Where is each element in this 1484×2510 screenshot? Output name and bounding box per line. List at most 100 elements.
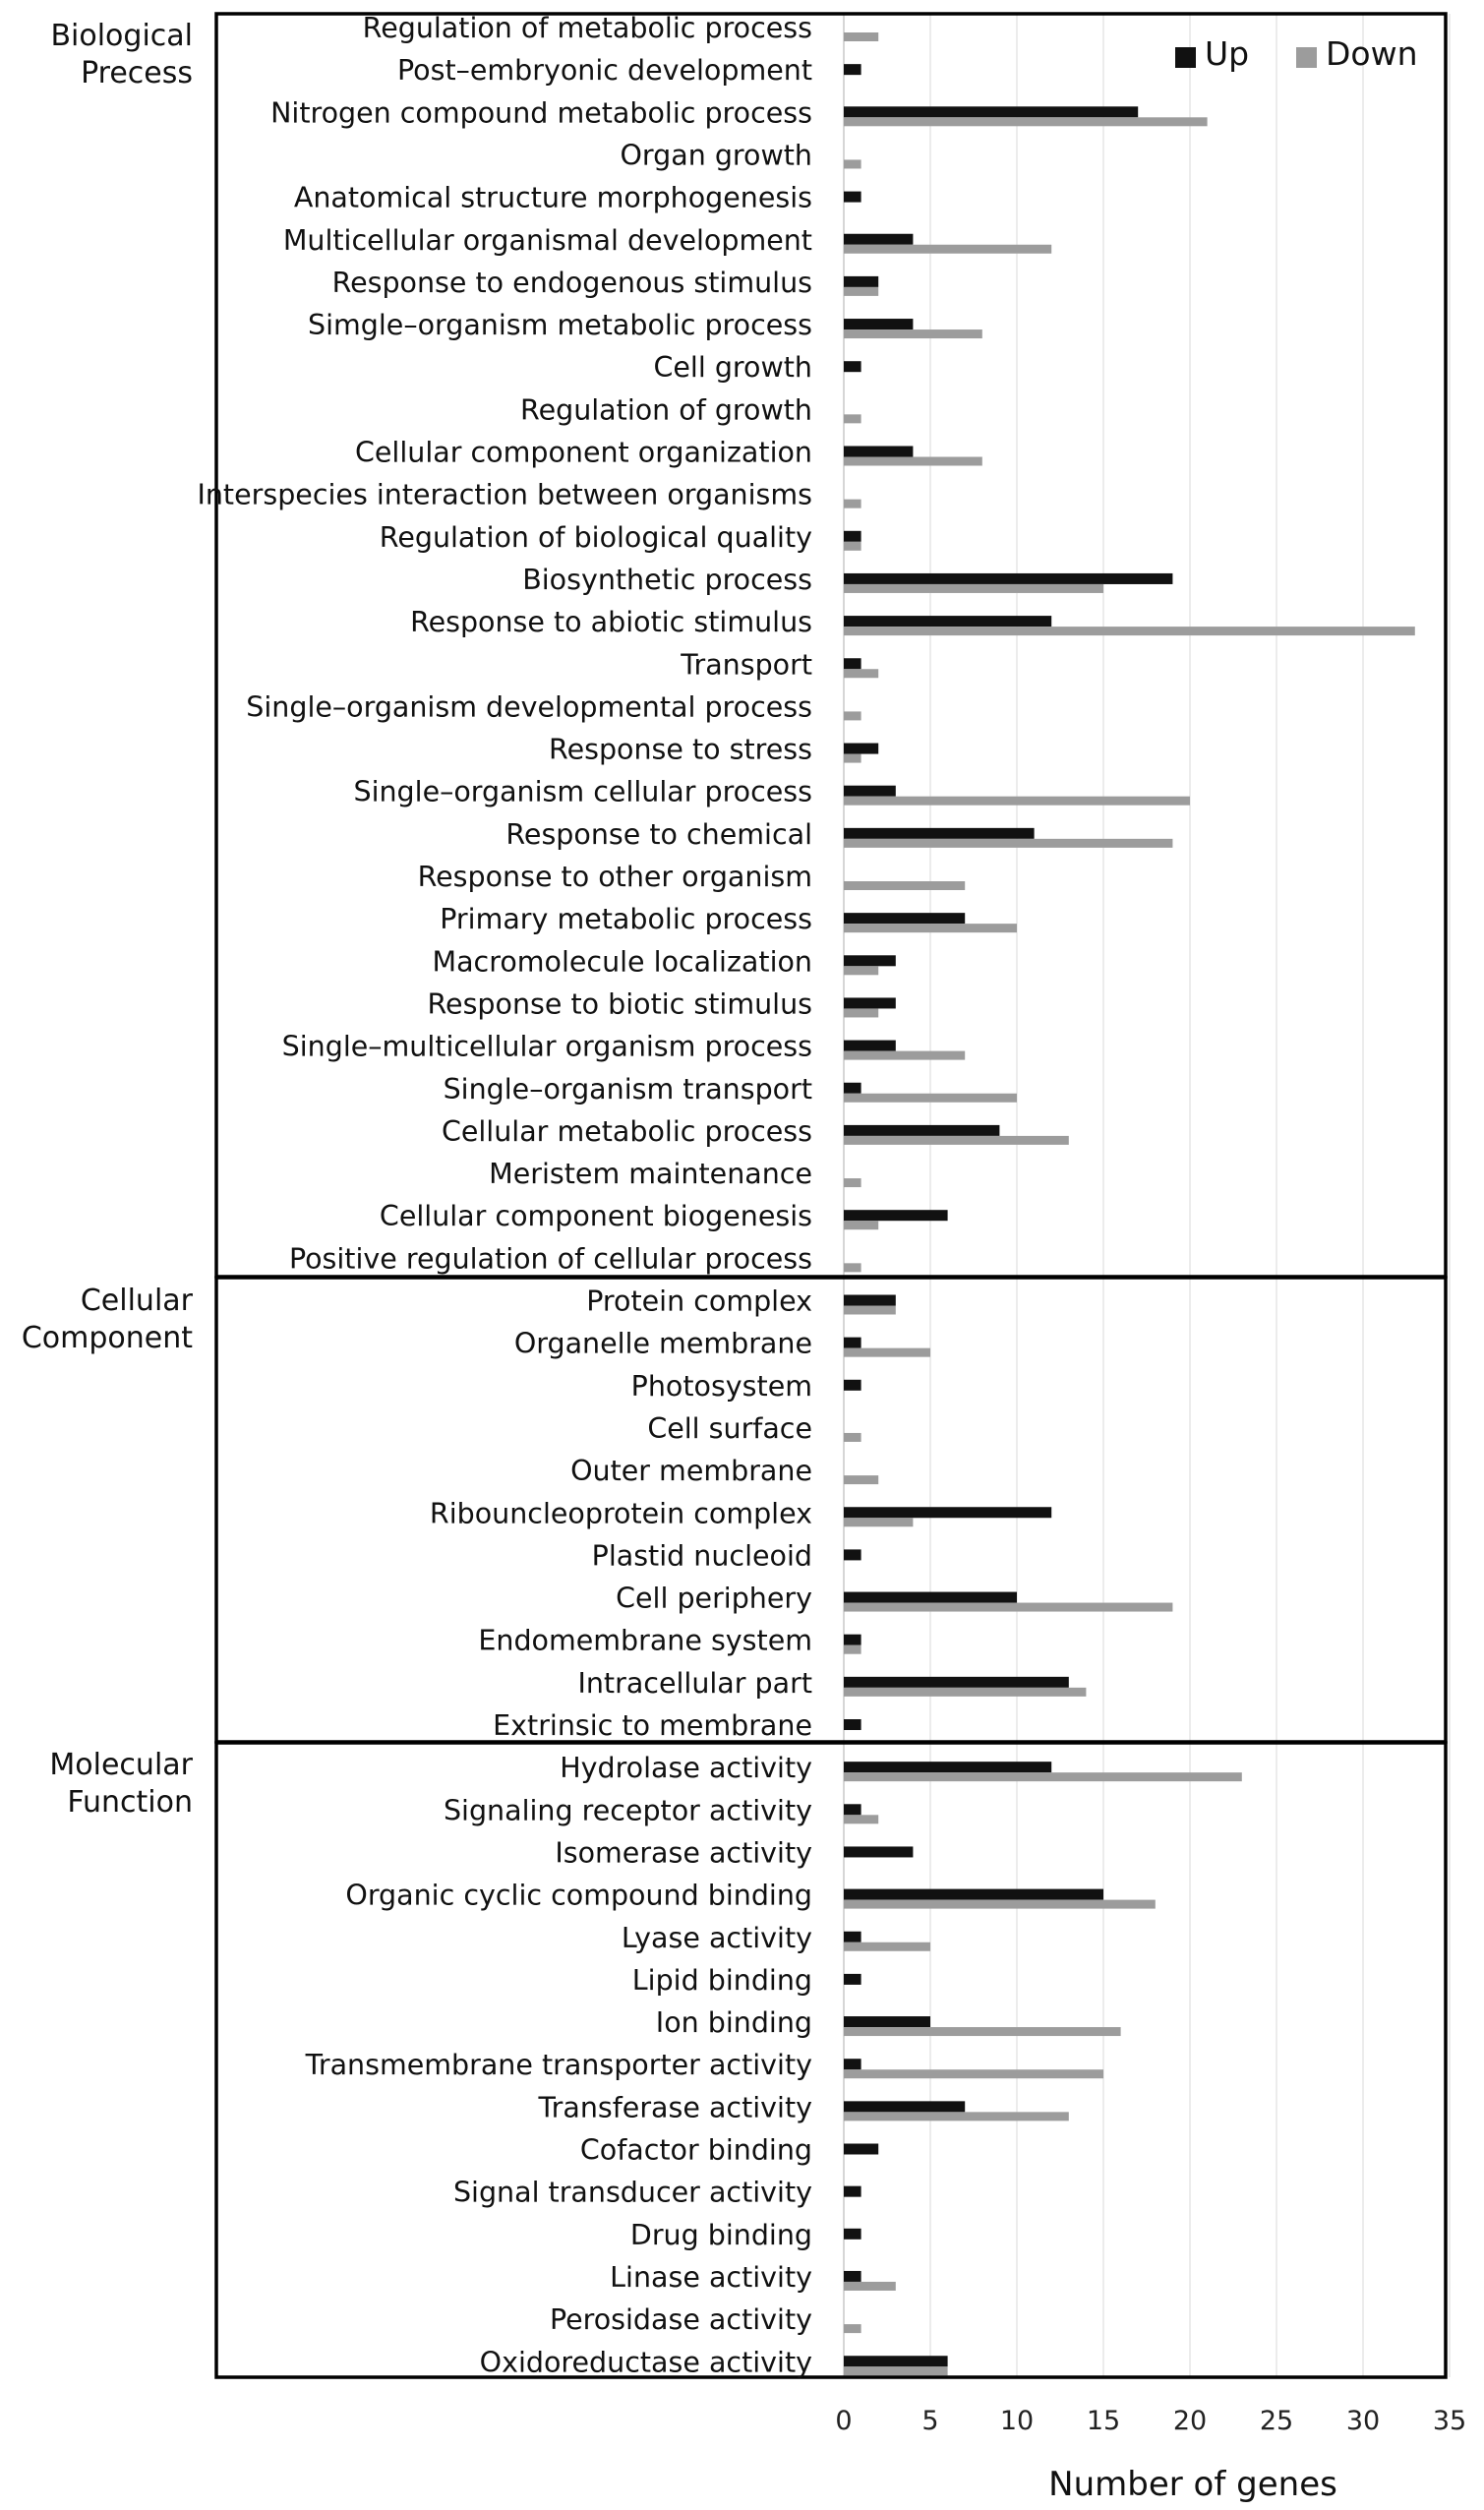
legend-swatch-up bbox=[1175, 47, 1196, 68]
bar-down bbox=[844, 244, 1052, 254]
bar-down bbox=[844, 1008, 879, 1018]
category-label: Organelle membrane bbox=[514, 1328, 812, 1360]
bar-down bbox=[844, 414, 861, 424]
category-label: Interspecies interaction between organis… bbox=[197, 479, 812, 511]
x-tick-label: 30 bbox=[1346, 2406, 1380, 2436]
category-label: Oxidoreductase activity bbox=[480, 2346, 812, 2378]
frames-layer bbox=[214, 12, 1448, 2379]
bar-down bbox=[844, 753, 861, 763]
x-axis-title: Number of genes bbox=[1048, 2465, 1337, 2504]
bar-up bbox=[844, 827, 1035, 839]
category-label: Outer membrane bbox=[570, 1455, 812, 1487]
category-label: Cell periphery bbox=[616, 1583, 812, 1615]
category-label: Signal transducer activity bbox=[453, 2177, 812, 2209]
category-label: Cellular metabolic process bbox=[442, 1115, 812, 1148]
category-label: Meristem maintenance bbox=[489, 1158, 812, 1190]
bar-up bbox=[844, 955, 896, 967]
bar-down bbox=[844, 2027, 1121, 2037]
bar-up bbox=[844, 1804, 861, 1816]
labels-layer: Regulation of metabolic process Post–embr… bbox=[22, 12, 812, 2378]
x-tick-label: 35 bbox=[1433, 2406, 1466, 2436]
bar-up bbox=[844, 1210, 948, 1222]
category-label: Photosystem bbox=[631, 1370, 812, 1403]
bar-down bbox=[844, 1050, 966, 1060]
bar-up bbox=[844, 997, 896, 1009]
legend-label-down: Down bbox=[1326, 34, 1418, 73]
bar-up bbox=[844, 572, 1173, 584]
category-label: Post–embryonic development bbox=[397, 54, 812, 87]
x-axis: 0 5 10 15 20 25 30 35 Number of genes bbox=[835, 2406, 1466, 2504]
bar-down bbox=[844, 1178, 861, 1188]
x-tick-label: 5 bbox=[921, 2406, 938, 2436]
bar-up bbox=[844, 913, 966, 925]
bar-up bbox=[844, 2356, 948, 2367]
bar-down bbox=[844, 1518, 914, 1527]
bar-down bbox=[844, 1815, 879, 1824]
bar-down bbox=[844, 1093, 1017, 1103]
category-label: Nitrogen compound metabolic process bbox=[270, 96, 812, 129]
category-label: Regulation of metabolic process bbox=[363, 12, 812, 44]
bar-down bbox=[844, 2281, 896, 2291]
bar-up bbox=[844, 1888, 1103, 1900]
bar-down bbox=[844, 711, 861, 721]
bar-up bbox=[844, 530, 861, 542]
bar-up bbox=[844, 191, 861, 203]
bar-down bbox=[844, 1432, 861, 1442]
bar-up bbox=[844, 64, 861, 76]
bar-up bbox=[844, 1762, 1052, 1773]
bar-down bbox=[844, 1221, 879, 1230]
bar-down bbox=[844, 541, 861, 551]
bar-down bbox=[844, 1942, 930, 1951]
bar-down bbox=[844, 1305, 896, 1315]
bar-down bbox=[844, 2112, 1069, 2122]
bar-up bbox=[844, 2143, 879, 2155]
bar-up bbox=[844, 1549, 861, 1561]
category-label: Cellular component biogenesis bbox=[380, 1200, 812, 1232]
bar-up bbox=[844, 2101, 966, 2113]
category-label: Linase activity bbox=[610, 2261, 812, 2294]
category-label: Response to endogenous stimulus bbox=[332, 267, 812, 299]
bar-down bbox=[844, 2366, 948, 2376]
category-label: Response to abiotic stimulus bbox=[410, 606, 812, 638]
group-label: Biological bbox=[50, 19, 193, 53]
bar-up bbox=[844, 1676, 1069, 1688]
category-label: Protein complex bbox=[586, 1285, 812, 1318]
bar-up bbox=[844, 743, 879, 754]
bar-up bbox=[844, 1124, 1000, 1136]
bar-up bbox=[844, 1040, 896, 1051]
bar-up bbox=[844, 1591, 1017, 1603]
bar-up bbox=[844, 2059, 861, 2070]
category-label: Transmembrane transporter activity bbox=[305, 2049, 812, 2081]
bar-down bbox=[844, 159, 861, 169]
category-label: Cell growth bbox=[654, 351, 813, 384]
group-label: Molecular bbox=[49, 1748, 193, 1782]
group-frame bbox=[214, 1741, 1448, 2379]
category-label: Multicellular organismal development bbox=[283, 224, 812, 257]
category-label: Endomembrane system bbox=[478, 1625, 812, 1657]
grid-layer bbox=[843, 14, 1451, 2377]
category-label: Regulation of growth bbox=[520, 393, 812, 426]
x-tick-label: 10 bbox=[1000, 2406, 1034, 2436]
bar-down bbox=[844, 669, 879, 679]
bar-down bbox=[844, 1135, 1069, 1145]
category-label: Regulation of biological quality bbox=[380, 521, 812, 554]
legend: Up Down bbox=[1175, 34, 1418, 73]
x-tick-label: 20 bbox=[1173, 2406, 1207, 2436]
bar-down bbox=[844, 796, 1190, 806]
category-label: Cofactor binding bbox=[580, 2134, 812, 2167]
bar-down bbox=[844, 1644, 861, 1654]
bar-up bbox=[844, 1719, 861, 1730]
category-label: Single–organism cellular process bbox=[353, 776, 812, 808]
group-frame bbox=[214, 1276, 1448, 1744]
group-label: Component bbox=[22, 1321, 193, 1355]
bar-up bbox=[844, 785, 896, 797]
bar-up bbox=[844, 616, 1052, 628]
category-label: Anatomical structure morphogenesis bbox=[294, 182, 812, 214]
bar-up bbox=[844, 2185, 861, 2197]
group-label: Precess bbox=[81, 56, 193, 90]
category-label: Response to stress bbox=[549, 734, 812, 766]
bar-up bbox=[844, 2016, 930, 2028]
bar-down bbox=[844, 1772, 1242, 1782]
bar-down bbox=[844, 1899, 1156, 1909]
